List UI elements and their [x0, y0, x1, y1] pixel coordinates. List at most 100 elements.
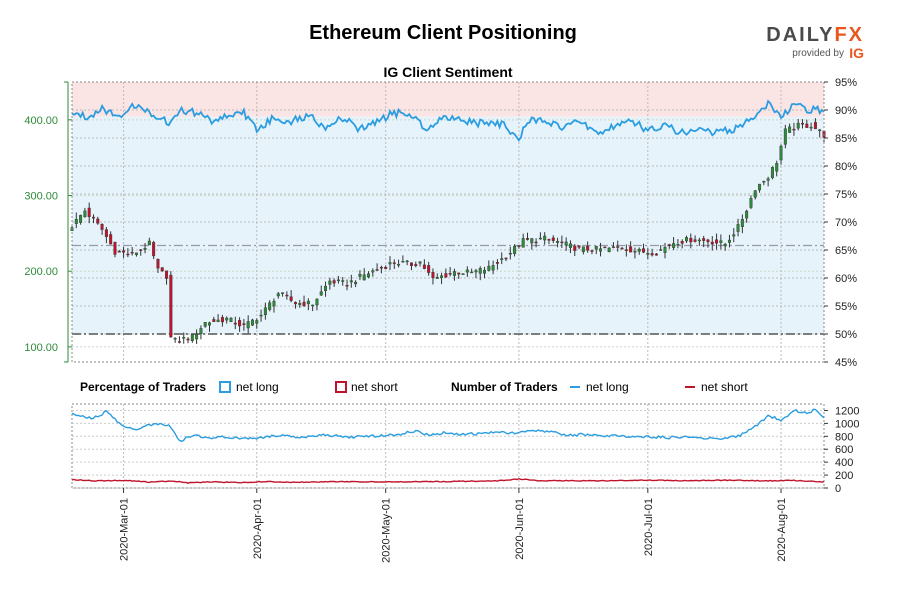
candle-body: [504, 257, 508, 260]
price-candles: [70, 118, 826, 344]
candle-body: [783, 128, 787, 145]
candle-body: [268, 302, 272, 310]
candle-body: [315, 298, 319, 306]
traders-tick-label: 600: [835, 444, 853, 456]
candle-body: [646, 252, 650, 255]
candle-body: [452, 271, 456, 276]
pct-tick-label: 75%: [835, 189, 857, 201]
candle-body: [551, 237, 555, 241]
candle-body: [470, 271, 474, 274]
candle-body: [732, 234, 736, 237]
candle-body: [607, 247, 611, 252]
candle-body: [302, 301, 306, 307]
candle-body: [220, 317, 224, 323]
candle-body: [526, 238, 529, 240]
candle-body: [134, 252, 138, 256]
candle-body: [371, 270, 375, 273]
candle-body: [809, 126, 813, 129]
candle-body: [702, 238, 706, 241]
candle-body: [491, 265, 495, 271]
candle-body: [500, 258, 504, 260]
candle-body: [276, 293, 280, 297]
candle-body: [165, 270, 169, 279]
candle-body: [633, 251, 637, 253]
candle-body: [104, 229, 108, 237]
pct-net-long-series: [71, 99, 825, 142]
candle-body: [556, 241, 560, 243]
traders-tick-label: 400: [835, 457, 853, 469]
candle-body: [603, 246, 607, 249]
candle-body: [422, 264, 426, 269]
candle-body: [358, 274, 362, 277]
candle-body: [259, 314, 263, 317]
candle-body: [354, 281, 358, 285]
candle-body: [160, 267, 164, 272]
candle-body: [577, 245, 581, 248]
candle-body: [706, 239, 710, 243]
candle-body: [392, 262, 396, 264]
candle-body: [723, 243, 727, 247]
net-short-band: [72, 82, 824, 117]
pct-tick-label: 80%: [835, 161, 857, 173]
tick-labels: 45% 50% 55% 60% 65% 70% 75% 80% 85% 90% 95% 100.00 2…: [24, 77, 857, 563]
candle-body: [208, 322, 211, 326]
pct-tick-label: 45%: [835, 357, 857, 369]
candle-body: [654, 253, 658, 256]
candle-body: [319, 291, 323, 296]
pct-tick-label: 90%: [835, 105, 857, 117]
candle-body: [465, 269, 469, 273]
candle-body: [250, 319, 254, 326]
candle-body: [190, 334, 194, 342]
candle-body: [495, 262, 499, 264]
pct-tick-label: 65%: [835, 245, 857, 257]
candle-body: [521, 238, 525, 248]
brand-provided-by: provided by: [792, 48, 844, 59]
date-tick-label: 2020-Apr-01: [252, 498, 264, 559]
candle-body: [586, 246, 590, 251]
candle-body: [796, 122, 800, 129]
candle-body: [719, 240, 723, 243]
candle-body: [186, 338, 190, 341]
traders-tick-label: 200: [835, 470, 853, 482]
price-tick-label: 300.00: [24, 191, 58, 203]
candle-body: [177, 341, 181, 343]
candle-body: [397, 264, 401, 266]
candle-body: [401, 261, 405, 263]
date-tick-label: 2020-May-01: [381, 498, 393, 563]
candle-body: [517, 245, 521, 247]
candle-body: [805, 123, 809, 128]
pct-tick-label: 95%: [835, 77, 857, 89]
candle-body: [431, 272, 435, 279]
candle-body: [328, 280, 332, 285]
candle-body: [272, 300, 276, 307]
candle-body: [564, 241, 568, 246]
candle-body: [440, 275, 444, 278]
candle-body: [384, 267, 388, 269]
candle-body: [461, 273, 465, 275]
candle-body: [152, 242, 156, 257]
legend-pct-long-label: net long: [236, 380, 279, 394]
candle-body: [457, 272, 461, 275]
price-tick-label: 200.00: [24, 266, 58, 278]
brand-logo: DAILYFX provided by IG: [760, 22, 870, 62]
date-tick-label: 2020-Mar-01: [119, 498, 131, 561]
candle-body: [405, 260, 409, 263]
legend-pct-long-swatch: [219, 381, 231, 393]
candle-body: [693, 239, 697, 242]
candle-body: [538, 237, 542, 240]
brand-wordmark: DAILYFX: [766, 24, 864, 46]
candle-body: [637, 248, 641, 252]
candle-body: [568, 243, 572, 248]
candle-body: [109, 234, 113, 245]
candle-body: [779, 145, 783, 161]
candle-body: [182, 337, 186, 339]
candle-body: [534, 241, 538, 244]
candle-body: [642, 248, 646, 253]
candle-body: [212, 319, 216, 322]
candle-body: [139, 249, 143, 251]
candle-body: [813, 122, 817, 130]
candle-body: [281, 292, 285, 294]
legend-pct-short-label: net short: [351, 380, 398, 394]
pct-tick-label: 50%: [835, 329, 857, 341]
